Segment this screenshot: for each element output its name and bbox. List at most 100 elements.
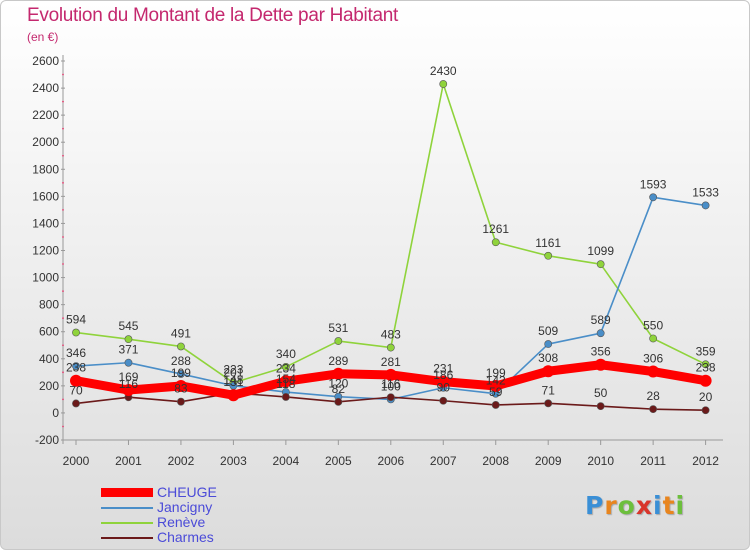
legend-item: Renève xyxy=(101,515,217,530)
data-label: 1533 xyxy=(692,185,719,199)
data-point xyxy=(386,393,395,402)
data-label: 186 xyxy=(433,368,453,382)
x-tick-label: 2008 xyxy=(482,454,509,468)
y-minor-tick xyxy=(62,236,64,238)
y-minor-tick xyxy=(62,127,64,130)
data-point xyxy=(281,393,290,401)
data-point xyxy=(491,401,500,409)
data-label: 509 xyxy=(538,324,558,338)
logo-letter: i xyxy=(675,491,686,520)
data-label: 483 xyxy=(381,328,401,342)
data-label: 201 xyxy=(223,366,243,380)
data-label: 59 xyxy=(489,385,503,399)
x-tick-label: 2005 xyxy=(325,454,352,468)
legend-item: Charmes xyxy=(101,530,217,545)
data-point xyxy=(489,379,502,392)
logo-letter: r xyxy=(604,491,618,520)
legend-label: Renève xyxy=(157,514,206,530)
data-label: 1593 xyxy=(640,177,667,191)
y-tick-label: 2000 xyxy=(32,135,59,149)
data-point xyxy=(439,396,448,405)
x-tick-label: 2006 xyxy=(377,454,404,468)
y-tick-label: 2600 xyxy=(32,54,59,68)
legend-label: Charmes xyxy=(157,529,214,545)
data-label: 70 xyxy=(69,383,83,397)
y-tick-label: 0 xyxy=(52,406,59,420)
x-tick-label: 2001 xyxy=(115,454,142,468)
legend-swatch xyxy=(101,506,153,509)
x-tick-label: 2002 xyxy=(168,454,195,468)
data-point xyxy=(124,335,133,344)
data-point xyxy=(594,358,607,371)
legend-swatch xyxy=(101,488,153,497)
data-label: 100 xyxy=(381,379,401,393)
y-tick-label: -200 xyxy=(35,433,59,447)
logo-letter: P xyxy=(585,491,605,520)
y-tick-label: 1600 xyxy=(32,189,59,203)
y-minor-tick xyxy=(62,263,64,265)
data-point xyxy=(596,402,605,411)
x-tick-label: 2007 xyxy=(430,454,457,468)
data-point xyxy=(542,365,555,378)
data-point xyxy=(596,329,605,338)
data-point xyxy=(386,343,395,352)
data-label: 118 xyxy=(276,377,295,391)
data-label: 491 xyxy=(171,326,191,340)
data-point xyxy=(72,328,80,337)
x-tick-label: 2009 xyxy=(535,454,562,468)
data-point xyxy=(647,365,660,378)
y-minor-tick xyxy=(62,208,64,211)
data-point xyxy=(544,399,553,408)
data-label: 169 xyxy=(118,370,138,384)
y-minor-tick xyxy=(62,317,64,320)
data-point xyxy=(281,363,290,371)
data-point xyxy=(596,260,605,269)
data-point xyxy=(177,342,185,351)
y-tick-label: 2400 xyxy=(32,81,59,95)
data-point xyxy=(544,340,553,348)
data-label: 154 xyxy=(276,372,296,386)
data-label: 116 xyxy=(381,377,400,391)
y-tick-label: 1200 xyxy=(32,244,59,258)
data-label: 90 xyxy=(437,381,451,395)
chart-subtitle: (en €) xyxy=(27,30,59,44)
data-point xyxy=(649,334,658,343)
logo-letter: t xyxy=(662,491,676,520)
y-minor-tick xyxy=(62,371,64,374)
y-tick-label: 800 xyxy=(39,298,59,312)
x-tick-label: 2010 xyxy=(587,454,614,468)
y-tick-label: 600 xyxy=(39,325,59,339)
legend-swatch xyxy=(101,521,153,524)
proxiti-logo: Proxiti xyxy=(585,491,685,520)
data-label: 20 xyxy=(699,390,713,404)
y-tick-label: 1000 xyxy=(32,271,59,285)
data-label: 289 xyxy=(328,354,348,368)
legend-swatch xyxy=(101,536,153,539)
data-label: 71 xyxy=(542,383,556,397)
data-label: 594 xyxy=(66,313,86,327)
data-label: 199 xyxy=(171,366,191,380)
data-label: 238 xyxy=(66,361,86,375)
logo-letter: o xyxy=(617,491,636,520)
legend-label: CHEUGE xyxy=(157,484,217,500)
data-label: 281 xyxy=(381,355,401,369)
data-label: 231 xyxy=(433,362,453,376)
data-point xyxy=(177,370,185,378)
data-point xyxy=(70,374,82,387)
data-point xyxy=(439,80,448,88)
data-point xyxy=(124,358,133,367)
legend: CHEUGE Jancigny Renève Charmes xyxy=(101,485,217,545)
data-point xyxy=(649,405,658,414)
data-label: 306 xyxy=(643,352,663,366)
data-point xyxy=(72,399,80,408)
data-label: 1161 xyxy=(535,236,561,250)
y-minor-tick xyxy=(62,181,64,184)
data-point xyxy=(174,379,187,392)
data-label: 589 xyxy=(591,313,611,327)
y-minor-tick xyxy=(62,154,64,157)
data-point xyxy=(279,375,292,388)
data-point xyxy=(701,360,710,369)
legend-item: CHEUGE xyxy=(101,485,217,500)
data-point xyxy=(384,368,397,381)
